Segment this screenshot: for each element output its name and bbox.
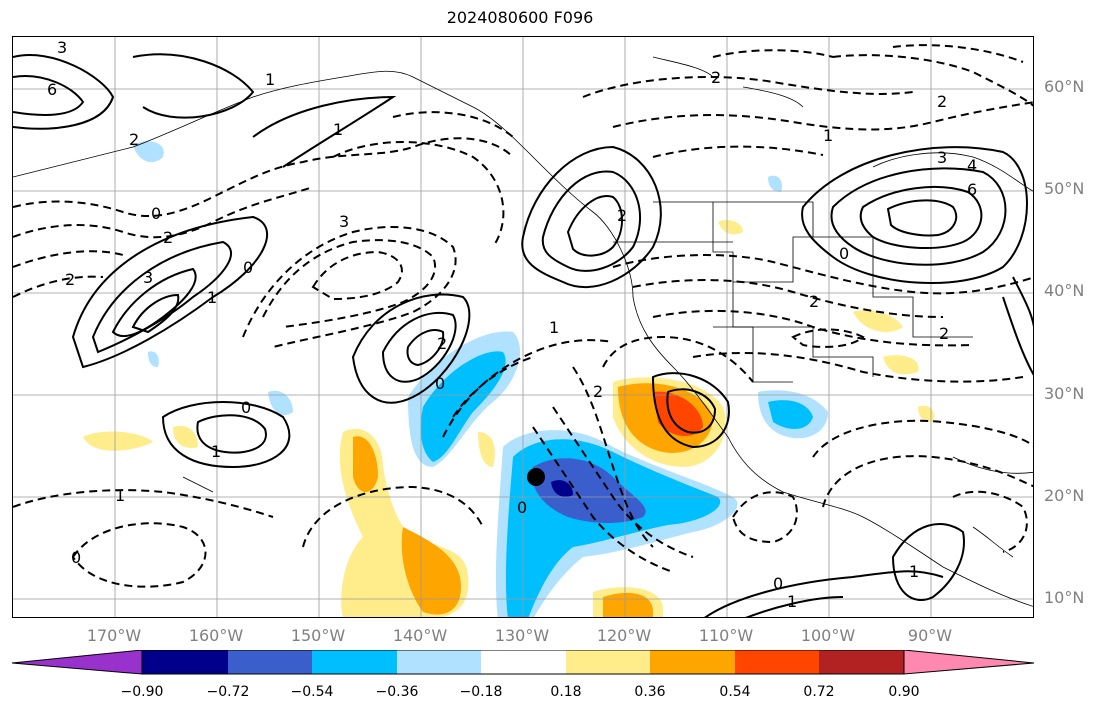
contour-label: 2 — [593, 382, 603, 401]
colorbar-segment — [735, 650, 819, 674]
colorbar-tick-label: −0.18 — [459, 684, 503, 700]
contour-label: 2 — [163, 228, 173, 247]
contour-label: 0 — [435, 374, 445, 393]
lon-label: 100°W — [800, 626, 856, 645]
colorbar-tick-label: 0.36 — [634, 684, 666, 700]
contour-label: 3 — [143, 268, 153, 287]
contour-label: 0 — [241, 398, 251, 417]
negative-contours — [13, 44, 1033, 588]
colorbar-extend-low — [12, 650, 143, 675]
colorbar-segment — [481, 650, 566, 674]
anomaly-shading — [83, 141, 935, 617]
lat-label: 30°N — [1044, 384, 1085, 403]
map-panel: 3 6 2 1 0 2 3 2 1 3 0 1 0 1 0 2 1 2 3 4 … — [12, 36, 1034, 618]
lon-label: 120°W — [596, 626, 652, 645]
map-title: 2024080600 F096 — [446, 8, 594, 27]
colorbar-tick-label: −0.54 — [290, 684, 334, 700]
contour-label: 3 — [57, 38, 67, 57]
lat-lon-grid — [13, 37, 1033, 617]
lat-label: 10°N — [1044, 588, 1085, 607]
contour-label: 0 — [151, 204, 161, 223]
colorbar-tick-label: −0.90 — [120, 684, 164, 700]
colorbar-extend-high — [903, 650, 1035, 675]
colorbar-segment — [819, 650, 904, 674]
contour-label: 3 — [937, 148, 947, 167]
contour-label: 2 — [711, 68, 721, 87]
contour-label: 1 — [549, 318, 559, 337]
contour-label: 0 — [839, 244, 849, 263]
lon-label: 140°W — [392, 626, 448, 645]
contour-label: 2 — [617, 206, 627, 225]
contour-label: 1 — [211, 442, 221, 461]
colorbar-tick-label: 0.54 — [719, 684, 751, 700]
contour-label: 3 — [339, 212, 349, 231]
colorbar-tick-label: 0.18 — [550, 684, 582, 700]
colorbar-tick-label: −0.36 — [375, 684, 419, 700]
lon-label: 130°W — [494, 626, 550, 645]
colorbar — [12, 650, 1035, 675]
contour-label: 2 — [939, 324, 949, 343]
location-marker — [527, 468, 545, 486]
contour-label: 2 — [809, 292, 819, 311]
lat-label: 40°N — [1044, 281, 1085, 300]
colorbar-tick-label: 0.72 — [803, 684, 835, 700]
contour-label: 0 — [71, 548, 81, 567]
colorbar-segment — [142, 650, 228, 674]
lon-label: 170°W — [86, 626, 142, 645]
contour-labels: 3 6 2 1 0 2 3 2 1 3 0 1 0 1 0 2 1 2 3 4 … — [47, 38, 977, 611]
contour-label: 0 — [517, 498, 527, 517]
contour-label: 2 — [65, 270, 75, 289]
contour-label: 1 — [115, 486, 125, 505]
coastlines — [13, 56, 1033, 607]
contour-label: 0 — [773, 574, 783, 593]
contour-label: 1 — [909, 562, 919, 581]
lat-label: 60°N — [1044, 77, 1085, 96]
map-svg: 3 6 2 1 0 2 3 2 1 3 0 1 0 1 0 2 1 2 3 4 … — [13, 37, 1033, 617]
contour-label: 0 — [243, 258, 253, 277]
contour-label: 6 — [967, 180, 977, 199]
colorbar-segment — [312, 650, 397, 674]
contour-label: 1 — [333, 120, 343, 139]
contour-label: 1 — [207, 288, 217, 307]
colorbar-tick-label: 0.90 — [888, 684, 920, 700]
contour-label: 2 — [937, 92, 947, 111]
lat-label: 20°N — [1044, 486, 1085, 505]
colorbar-segment — [228, 650, 312, 674]
contour-label: 6 — [47, 80, 57, 99]
lon-label: 90°W — [907, 626, 953, 645]
contour-label: 4 — [967, 156, 977, 175]
lon-label: 110°W — [698, 626, 754, 645]
contour-label: 1 — [265, 70, 275, 89]
colorbar-segment — [650, 650, 735, 674]
colorbar-tick-label: −0.72 — [206, 684, 250, 700]
lat-label: 50°N — [1044, 179, 1085, 198]
colorbar-segment — [566, 650, 650, 674]
contour-label: 2 — [129, 130, 139, 149]
contour-label: 2 — [437, 334, 447, 353]
lon-label: 150°W — [290, 626, 346, 645]
contour-label: 1 — [823, 126, 833, 145]
lon-label: 160°W — [188, 626, 244, 645]
colorbar-segment — [397, 650, 481, 674]
positive-contours — [13, 53, 1033, 617]
contour-label: 1 — [787, 592, 797, 611]
